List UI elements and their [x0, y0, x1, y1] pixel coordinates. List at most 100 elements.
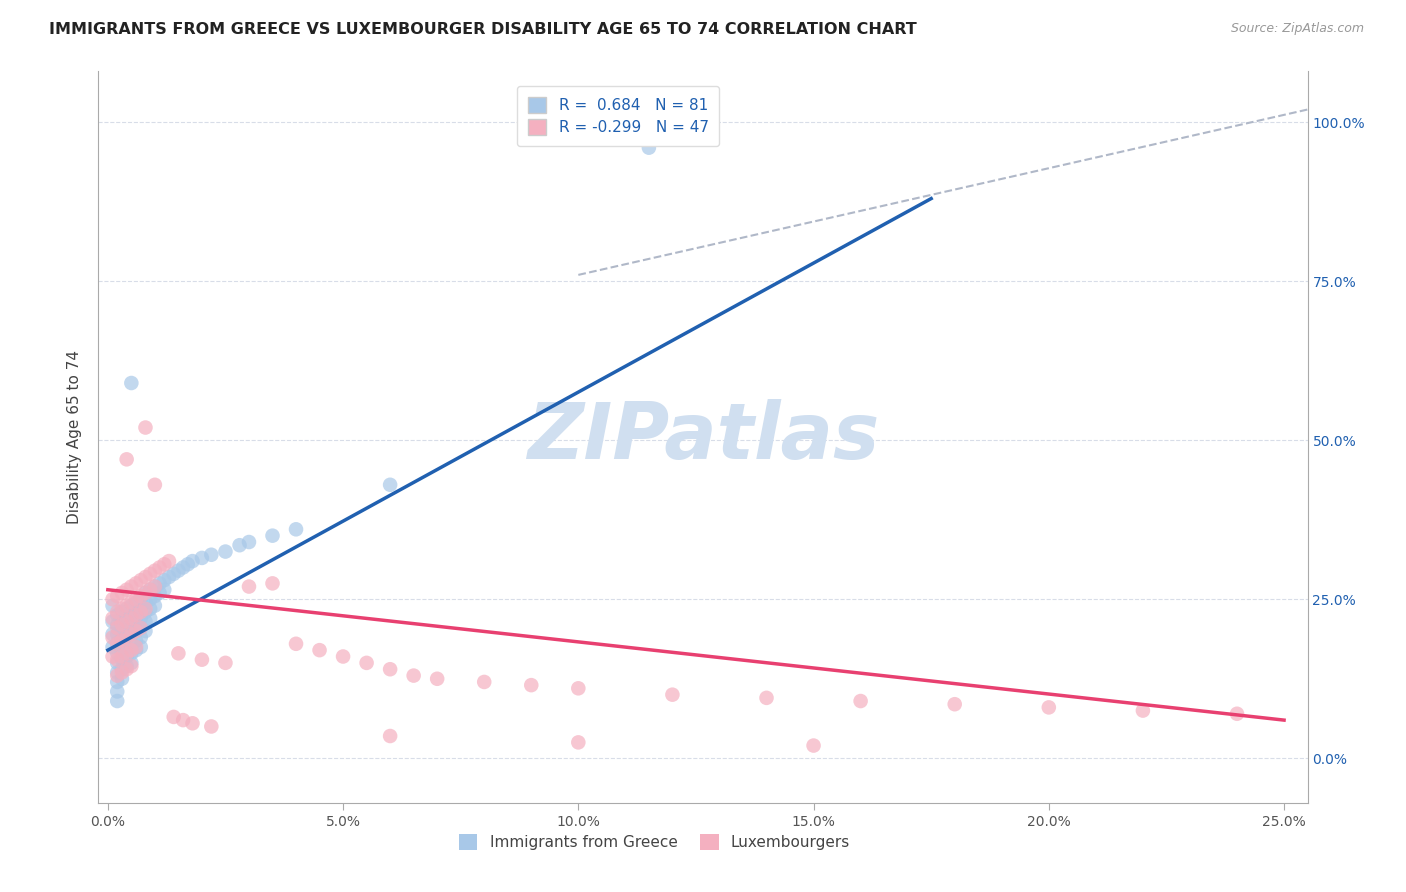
Point	[129, 640, 152, 654]
Text: ZIPatlas: ZIPatlas	[527, 399, 879, 475]
Point	[214, 544, 236, 558]
Point	[120, 643, 142, 657]
Point	[120, 656, 142, 670]
Point	[105, 637, 128, 651]
Point	[105, 675, 128, 690]
Point	[105, 637, 128, 651]
Point	[105, 605, 128, 619]
Point	[143, 477, 166, 491]
Point	[111, 605, 134, 619]
Point	[111, 643, 134, 657]
Point	[177, 558, 200, 572]
Point	[378, 729, 401, 743]
Point	[356, 656, 378, 670]
Point	[111, 633, 134, 648]
Point	[755, 690, 778, 705]
Point	[120, 617, 142, 632]
Point	[125, 633, 148, 648]
Point	[129, 605, 152, 619]
Point	[101, 599, 124, 613]
Point	[125, 608, 148, 623]
Point	[378, 477, 401, 491]
Text: IMMIGRANTS FROM GREECE VS LUXEMBOURGER DISABILITY AGE 65 TO 74 CORRELATION CHART: IMMIGRANTS FROM GREECE VS LUXEMBOURGER D…	[49, 22, 917, 37]
Point	[143, 589, 166, 603]
Point	[167, 564, 190, 578]
Point	[139, 566, 162, 581]
Point	[105, 653, 128, 667]
Point	[129, 621, 152, 635]
Point	[101, 627, 124, 641]
Point	[120, 608, 142, 623]
Point	[129, 589, 152, 603]
Point	[426, 672, 449, 686]
Point	[134, 624, 156, 638]
Point	[943, 697, 966, 711]
Point	[129, 592, 152, 607]
Point	[262, 576, 284, 591]
Point	[101, 611, 124, 625]
Point	[111, 672, 134, 686]
Point	[111, 665, 134, 680]
Point	[378, 662, 401, 676]
Point	[172, 713, 194, 727]
Point	[125, 624, 148, 638]
Point	[111, 617, 134, 632]
Point	[125, 592, 148, 607]
Point	[567, 681, 589, 696]
Point	[308, 643, 330, 657]
Point	[163, 566, 186, 581]
Point	[101, 592, 124, 607]
Point	[129, 621, 152, 635]
Point	[111, 624, 134, 638]
Point	[115, 582, 138, 597]
Point	[115, 659, 138, 673]
Point	[200, 719, 222, 733]
Point	[134, 615, 156, 629]
Point	[115, 621, 138, 635]
Point	[191, 550, 214, 565]
Point	[129, 602, 152, 616]
Point	[105, 668, 128, 682]
Point	[149, 560, 172, 574]
Point	[638, 141, 661, 155]
Point	[101, 615, 124, 629]
Point	[105, 589, 128, 603]
Point	[262, 529, 284, 543]
Point	[214, 656, 236, 670]
Point	[200, 548, 222, 562]
Point	[125, 595, 148, 609]
Point	[134, 595, 156, 609]
Point	[111, 586, 134, 600]
Point	[181, 554, 204, 568]
Point	[111, 615, 134, 629]
Point	[1038, 700, 1060, 714]
Point	[285, 522, 308, 536]
Point	[167, 646, 190, 660]
Point	[402, 668, 425, 682]
Point	[125, 576, 148, 591]
Point	[134, 586, 156, 600]
Legend: Immigrants from Greece, Luxembourgers: Immigrants from Greece, Luxembourgers	[449, 823, 860, 861]
Point	[153, 573, 176, 587]
Point	[120, 376, 142, 390]
Point	[153, 558, 176, 572]
Point	[111, 649, 134, 664]
Point	[228, 538, 250, 552]
Point	[120, 627, 142, 641]
Point	[120, 637, 142, 651]
Point	[157, 570, 180, 584]
Point	[101, 649, 124, 664]
Point	[139, 582, 162, 597]
Point	[1132, 704, 1154, 718]
Point	[125, 615, 148, 629]
Y-axis label: Disability Age 65 to 74: Disability Age 65 to 74	[67, 350, 83, 524]
Point	[115, 611, 138, 625]
Point	[803, 739, 825, 753]
Point	[111, 602, 134, 616]
Point	[472, 675, 495, 690]
Point	[129, 631, 152, 645]
Point	[115, 631, 138, 645]
Point	[120, 595, 142, 609]
Point	[105, 694, 128, 708]
Text: Source: ZipAtlas.com: Source: ZipAtlas.com	[1230, 22, 1364, 36]
